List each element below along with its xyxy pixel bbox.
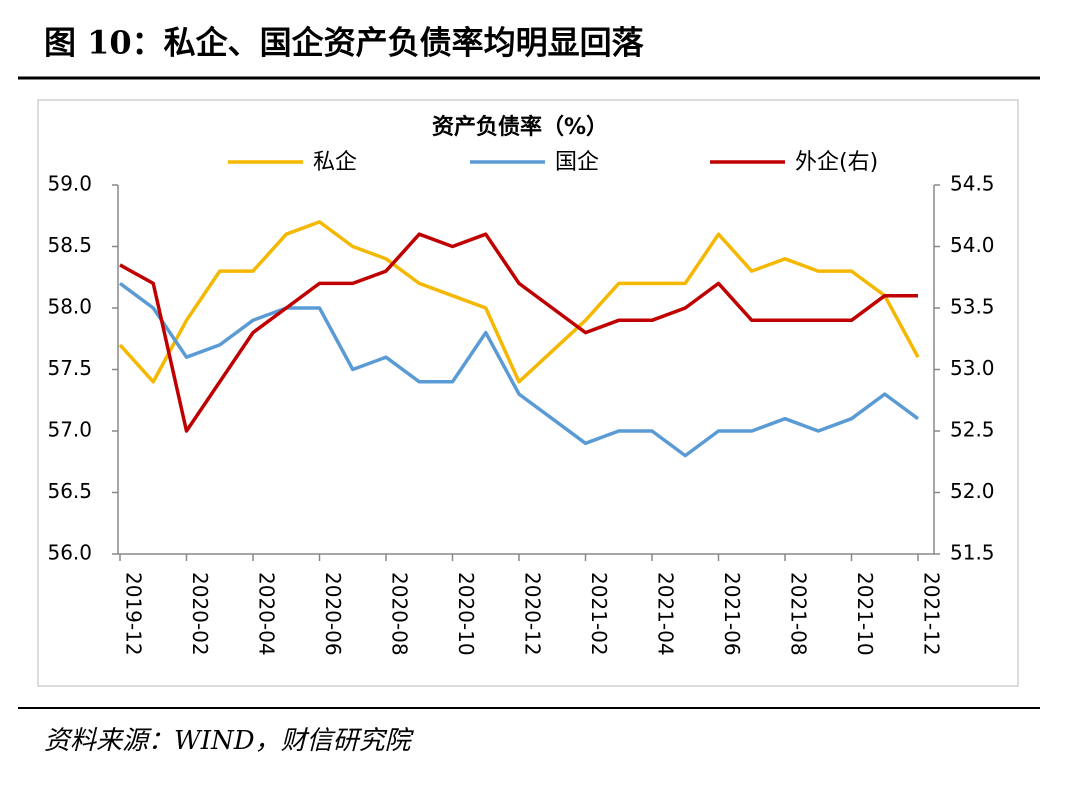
y-tick-label: 58.5 — [47, 233, 92, 257]
y2-tick-label: 54.0 — [950, 233, 995, 257]
y2-tick-label: 52.0 — [950, 479, 995, 503]
x-tick-label: 2020-04 — [255, 572, 279, 656]
y2-tick-label: 54.5 — [950, 172, 995, 196]
x-tick-label: 2021-08 — [787, 572, 811, 656]
y-tick-label: 59.0 — [47, 172, 92, 196]
y-tick-label: 56.0 — [47, 541, 92, 565]
y2-tick-label: 53.5 — [950, 295, 995, 319]
chart-title: 资产负债率（%） — [432, 114, 608, 140]
y-tick-label: 57.0 — [47, 418, 92, 442]
y2-tick-label: 53.0 — [950, 356, 995, 380]
series-line — [119, 232, 918, 433]
x-tick-label: 2021-10 — [853, 572, 877, 656]
legend-label: 外企(右) — [795, 150, 878, 175]
legend-label: 国企 — [555, 150, 599, 175]
chart-frame — [37, 99, 1019, 687]
x-tick-label: 2021-04 — [654, 572, 678, 656]
x-tick-label: 2021-06 — [720, 572, 744, 656]
y2-tick-label: 51.5 — [950, 541, 995, 565]
page-title: 图 10：私企、国企资产负债率均明显回落 — [44, 24, 645, 62]
y-tick-label: 58.0 — [47, 295, 92, 319]
x-tick-label: 2021-02 — [587, 572, 611, 656]
x-tick-label: 2020-08 — [388, 572, 412, 656]
x-tick-label: 2020-02 — [188, 572, 212, 656]
x-tick-label: 2021-12 — [920, 572, 944, 656]
x-tick-label: 2019-12 — [122, 572, 146, 656]
source: 资料来源：WIND，财信研究院 — [44, 726, 415, 756]
x-tick-label: 2020-12 — [521, 572, 545, 656]
x-tick-label: 2020-10 — [454, 572, 478, 656]
series-line — [118, 281, 920, 458]
series-line — [118, 220, 920, 384]
y2-tick-label: 52.5 — [950, 418, 995, 442]
y-tick-label: 56.5 — [47, 479, 92, 503]
legend-label: 私企 — [313, 150, 357, 175]
x-tick-label: 2020-06 — [321, 572, 345, 656]
y-tick-label: 57.5 — [47, 356, 92, 380]
